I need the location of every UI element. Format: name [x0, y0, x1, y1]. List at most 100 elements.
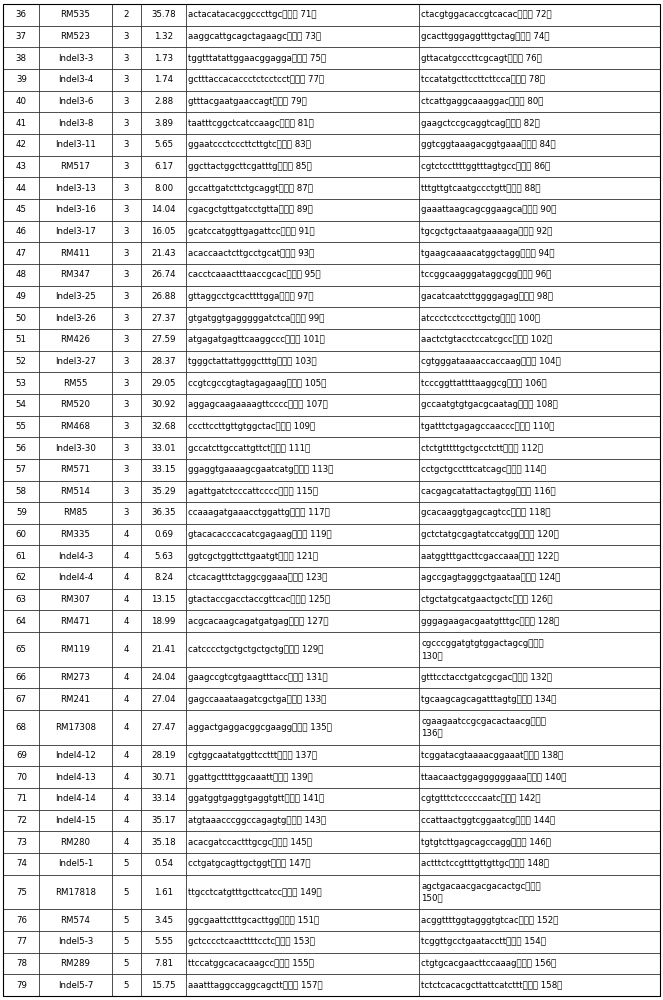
Bar — [3, 437, 39, 459]
Bar — [141, 437, 186, 459]
Bar — [39, 710, 111, 745]
Text: acgcacaagcagatgatgag（序列 127）: acgcacaagcagatgatgag（序列 127） — [188, 617, 329, 626]
Text: gaaattaagcagcggaagca（序列 90）: gaaattaagcagcggaagca（序列 90） — [422, 205, 557, 214]
Text: RM426: RM426 — [60, 335, 91, 344]
Bar — [141, 974, 186, 996]
Text: ctcacagtttctaggcggaaa（序列 123）: ctcacagtttctaggcggaaa（序列 123） — [188, 573, 328, 582]
Text: 3: 3 — [123, 140, 129, 149]
Text: acacgatccactttgcgc（序列 145）: acacgatccactttgcgc（序列 145） — [188, 838, 312, 847]
Text: 150）: 150） — [422, 893, 443, 902]
Text: RM347: RM347 — [60, 270, 91, 279]
Bar — [39, 91, 111, 112]
Text: 4: 4 — [123, 751, 129, 760]
Bar — [111, 437, 141, 459]
Bar — [186, 4, 419, 26]
Text: 35.17: 35.17 — [151, 816, 176, 825]
Text: aggagcaagaaaagttcccc（序列 107）: aggagcaagaaaagttcccc（序列 107） — [188, 400, 328, 409]
Text: 75: 75 — [16, 888, 27, 897]
Bar — [111, 875, 141, 909]
Bar — [419, 524, 660, 545]
Bar — [419, 567, 660, 589]
Bar — [111, 26, 141, 47]
Bar — [39, 134, 111, 156]
Text: 3: 3 — [123, 205, 129, 214]
Text: ggtcggtaaagacggtgaaa（序列 84）: ggtcggtaaagacggtgaaa（序列 84） — [422, 140, 556, 149]
Bar — [141, 221, 186, 242]
Bar — [3, 667, 39, 688]
Text: ggcttactggcttcgatttg（序列 85）: ggcttactggcttcgatttg（序列 85） — [188, 162, 312, 171]
Bar — [419, 177, 660, 199]
Text: 28.37: 28.37 — [151, 357, 176, 366]
Bar — [3, 26, 39, 47]
Bar — [141, 91, 186, 112]
Text: 73: 73 — [16, 838, 27, 847]
Text: 35.18: 35.18 — [151, 838, 176, 847]
Text: gcacaaggtgagcagtcc（序列 118）: gcacaaggtgagcagtcc（序列 118） — [422, 508, 551, 517]
Text: 4: 4 — [123, 617, 129, 626]
Text: Indel4-14: Indel4-14 — [55, 794, 96, 803]
Text: ggaatccctcccttcttgtc（序列 83）: ggaatccctcccttcttgtc（序列 83） — [188, 140, 312, 149]
Bar — [419, 156, 660, 177]
Text: tgaagcaaaacatggctagg（序列 94）: tgaagcaaaacatggctagg（序列 94） — [422, 249, 555, 258]
Bar — [186, 632, 419, 667]
Bar — [419, 4, 660, 26]
Text: 4: 4 — [123, 645, 129, 654]
Text: 76: 76 — [16, 916, 27, 925]
Text: 3: 3 — [123, 444, 129, 453]
Text: ctctgtttttgctgcctctt（序列 112）: ctctgtttttgctgcctctt（序列 112） — [422, 444, 543, 453]
Text: Indel3-6: Indel3-6 — [58, 97, 93, 106]
Bar — [419, 221, 660, 242]
Bar — [141, 307, 186, 329]
Bar — [111, 974, 141, 996]
Text: 4: 4 — [123, 695, 129, 704]
Bar — [186, 831, 419, 853]
Text: cctgatgcagttgctggt（序列 147）: cctgatgcagttgctggt（序列 147） — [188, 859, 311, 868]
Bar — [186, 416, 419, 437]
Bar — [186, 437, 419, 459]
Bar — [3, 459, 39, 481]
Bar — [419, 909, 660, 931]
Bar — [111, 481, 141, 502]
Bar — [39, 875, 111, 909]
Bar — [111, 766, 141, 788]
Text: 39: 39 — [16, 75, 27, 84]
Bar — [111, 567, 141, 589]
Text: agccgagtagggctgaataa（序列 124）: agccgagtagggctgaataa（序列 124） — [422, 573, 561, 582]
Text: gaagccgtcgtgaagtttacc（序列 131）: gaagccgtcgtgaagtttacc（序列 131） — [188, 673, 328, 682]
Bar — [39, 766, 111, 788]
Bar — [111, 286, 141, 307]
Text: 3: 3 — [123, 249, 129, 258]
Text: 5: 5 — [123, 888, 129, 897]
Text: 60: 60 — [16, 530, 27, 539]
Bar — [186, 156, 419, 177]
Text: 47: 47 — [16, 249, 27, 258]
Text: acggttttggtagggtgtcac（序列 152）: acggttttggtagggtgtcac（序列 152） — [422, 916, 559, 925]
Bar — [111, 394, 141, 416]
Bar — [111, 667, 141, 688]
Bar — [111, 372, 141, 394]
Text: RM471: RM471 — [60, 617, 91, 626]
Text: RM468: RM468 — [60, 422, 91, 431]
Bar — [39, 221, 111, 242]
Bar — [186, 953, 419, 974]
Text: atgagatgagttcaaggccc（序列 101）: atgagatgagttcaaggccc（序列 101） — [188, 335, 325, 344]
Text: 40: 40 — [16, 97, 27, 106]
Bar — [419, 788, 660, 810]
Bar — [3, 112, 39, 134]
Text: 5: 5 — [123, 937, 129, 946]
Text: agattgatctcccattcccc（序列 115）: agattgatctcccattcccc（序列 115） — [188, 487, 318, 496]
Text: 2: 2 — [123, 10, 129, 19]
Text: 71: 71 — [16, 794, 27, 803]
Text: cgacgctgttgatcctgtta（序列 89）: cgacgctgttgatcctgtta（序列 89） — [188, 205, 313, 214]
Bar — [39, 437, 111, 459]
Bar — [186, 394, 419, 416]
Text: catcccctgctgctgctgctg（序列 129）: catcccctgctgctgctgctg（序列 129） — [188, 645, 324, 654]
Text: 29.05: 29.05 — [151, 379, 176, 388]
Text: Indel4-12: Indel4-12 — [55, 751, 96, 760]
Bar — [419, 481, 660, 502]
Bar — [186, 909, 419, 931]
Bar — [186, 286, 419, 307]
Text: RM241: RM241 — [60, 695, 91, 704]
Bar — [186, 481, 419, 502]
Bar — [141, 4, 186, 26]
